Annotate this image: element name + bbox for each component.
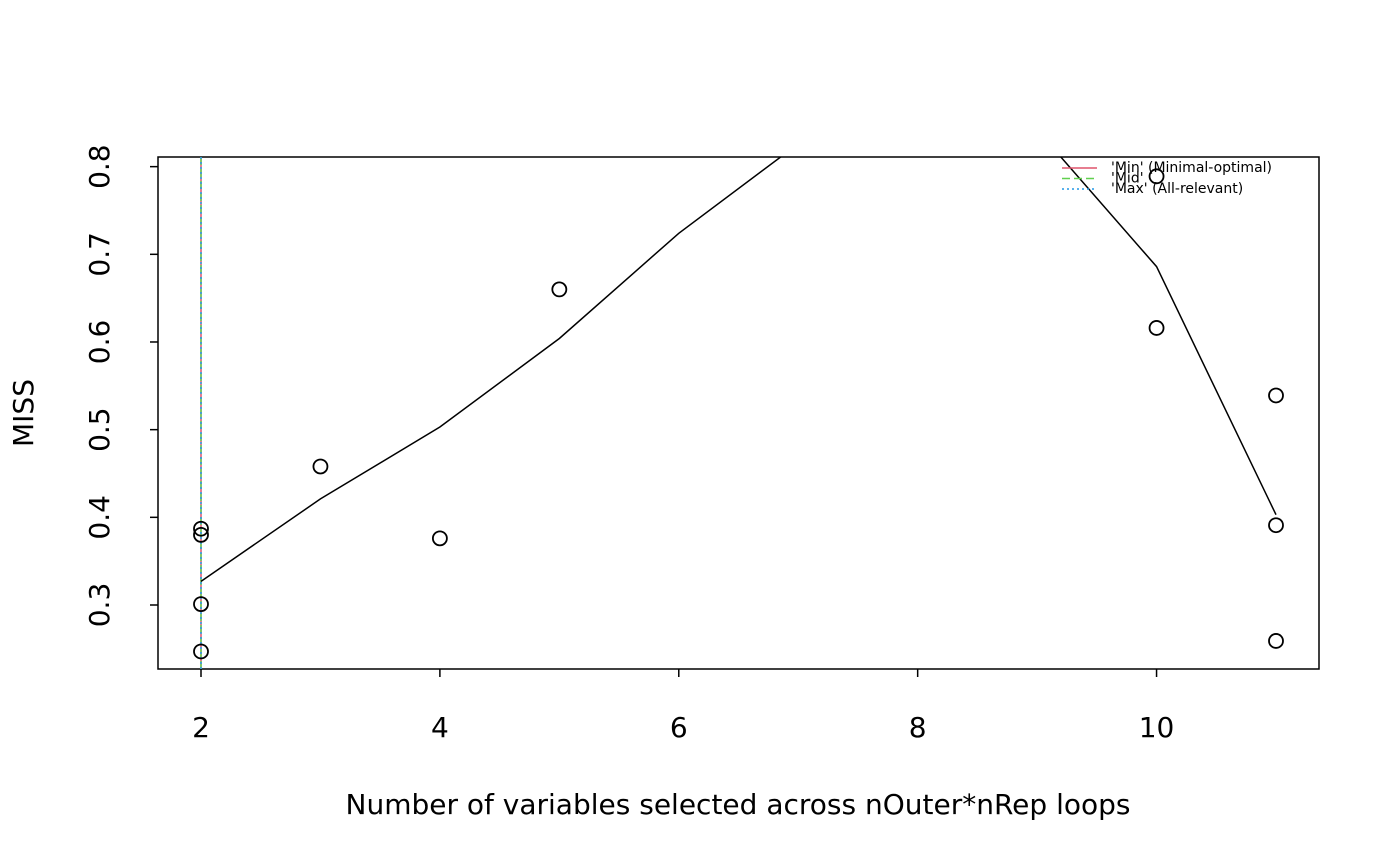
point [431, 530, 448, 547]
point [193, 643, 209, 660]
y-axis-title: MISS [7, 379, 40, 447]
x-axis-title: Number of variables selected across nOut… [346, 788, 1131, 821]
plot-frame [157, 156, 1320, 670]
y-tick-label: 0.8 [83, 144, 116, 189]
y-tick-label: 0.5 [83, 407, 116, 452]
x-tick-label: 10 [1139, 711, 1175, 744]
y-tick-label: 0.4 [83, 495, 116, 540]
point [193, 526, 209, 543]
point [312, 458, 329, 475]
point [551, 281, 568, 298]
y-tick-label: 0.3 [83, 583, 116, 628]
x-tick-label: 6 [670, 711, 688, 744]
point [1268, 633, 1284, 649]
point [1148, 320, 1165, 336]
point [193, 596, 209, 613]
legend-label: 'Mid' [1111, 171, 1144, 187]
point [1268, 517, 1284, 534]
point [1268, 387, 1284, 404]
legend-label: 'Min' (Minimal-optimal) [1111, 160, 1272, 176]
point [193, 520, 209, 537]
y-tick-label: 0.6 [83, 320, 116, 365]
y-tick-label: 0.7 [83, 232, 116, 277]
fit-line [200, 157, 1277, 582]
point [1148, 168, 1165, 185]
legend-label: 'Max' (All-relevant) [1111, 181, 1243, 197]
x-tick-label: 2 [192, 711, 210, 744]
plot-area [200, 157, 1277, 669]
x-tick-label: 4 [431, 711, 449, 744]
x-tick-label: 8 [909, 711, 927, 744]
